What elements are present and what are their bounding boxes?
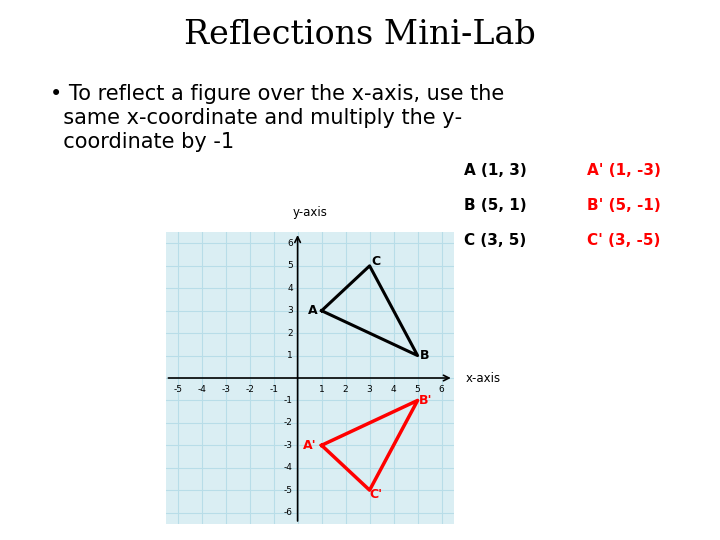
Text: 4: 4 (391, 384, 397, 394)
Text: 6: 6 (287, 239, 293, 248)
Text: 2: 2 (343, 384, 348, 394)
Text: -3: -3 (284, 441, 293, 450)
Text: B' (5, -1): B' (5, -1) (587, 198, 660, 213)
Text: 1: 1 (287, 351, 293, 360)
Text: B (5, 1): B (5, 1) (464, 198, 527, 213)
Text: coordinate by -1: coordinate by -1 (50, 132, 235, 152)
Text: 3: 3 (366, 384, 372, 394)
Text: -5: -5 (173, 384, 182, 394)
Text: -5: -5 (284, 485, 293, 495)
Text: A: A (308, 304, 318, 317)
Text: 3: 3 (287, 306, 293, 315)
Text: y-axis: y-axis (292, 206, 327, 219)
Text: C' (3, -5): C' (3, -5) (587, 233, 660, 248)
Text: • To reflect a figure over the x‑axis, use the: • To reflect a figure over the x‑axis, u… (50, 84, 505, 104)
Text: -6: -6 (284, 508, 293, 517)
Text: C (3, 5): C (3, 5) (464, 233, 526, 248)
Text: B': B' (419, 394, 433, 407)
Text: A' (1, -3): A' (1, -3) (587, 163, 661, 178)
Text: x-axis: x-axis (466, 372, 500, 384)
Text: -1: -1 (269, 384, 278, 394)
Text: -2: -2 (284, 418, 293, 427)
Text: B: B (420, 349, 430, 362)
Text: C: C (371, 255, 380, 268)
Text: -1: -1 (284, 396, 293, 405)
Text: 5: 5 (287, 261, 293, 271)
Text: 6: 6 (438, 384, 444, 394)
Text: -2: -2 (246, 384, 254, 394)
Text: same x‑coordinate and multiply the y‑: same x‑coordinate and multiply the y‑ (50, 108, 462, 128)
Text: A (1, 3): A (1, 3) (464, 163, 527, 178)
Text: -4: -4 (197, 384, 206, 394)
Text: 4: 4 (287, 284, 293, 293)
Text: -3: -3 (221, 384, 230, 394)
Text: A': A' (303, 439, 316, 452)
Text: 1: 1 (319, 384, 325, 394)
Text: C': C' (369, 488, 382, 501)
Text: Reflections Mini-Lab: Reflections Mini-Lab (184, 19, 536, 51)
Text: 2: 2 (287, 329, 293, 338)
Text: -4: -4 (284, 463, 293, 472)
Text: 5: 5 (415, 384, 420, 394)
